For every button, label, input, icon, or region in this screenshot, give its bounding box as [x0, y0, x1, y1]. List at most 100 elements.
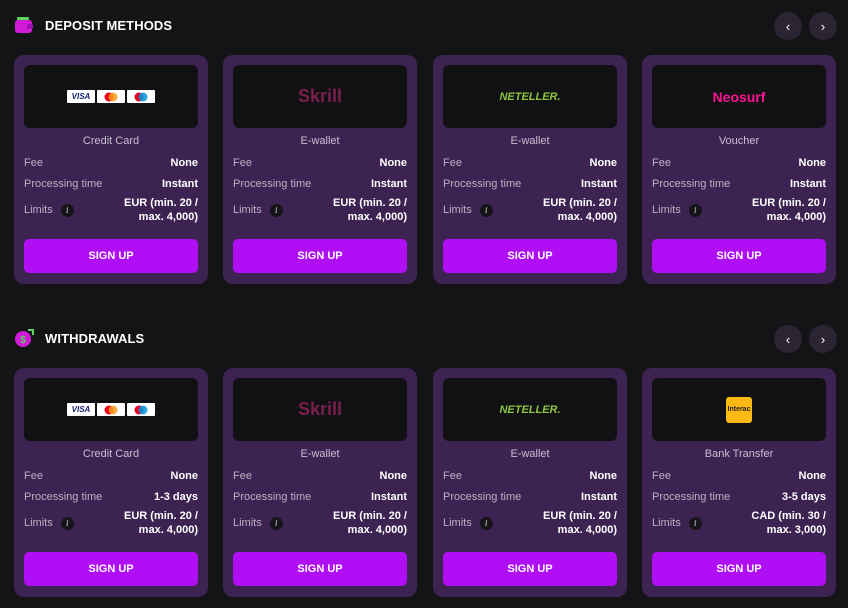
- limits-label: Limits: [233, 204, 262, 216]
- neteller-logo: NETELLER.: [499, 403, 561, 416]
- limits-line-2: max. 4,000): [138, 211, 198, 223]
- info-icon[interactable]: i: [479, 516, 493, 530]
- sign-up-button[interactable]: SIGN UP: [233, 239, 407, 273]
- sign-up-button[interactable]: SIGN UP: [652, 552, 826, 586]
- limits-line-1: EUR (min. 20 /: [124, 197, 198, 209]
- limits-line-1: EUR (min. 20 /: [333, 197, 407, 209]
- payment-method-card: NETELLER. E-wallet Fee None Processing ti…: [433, 368, 627, 597]
- prev-button[interactable]: ‹: [774, 12, 802, 40]
- sign-up-button[interactable]: SIGN UP: [233, 552, 407, 586]
- payment-method-card: Skrill E-wallet Fee None Processing time I…: [223, 368, 417, 597]
- processing-time-value: Instant: [580, 178, 617, 190]
- processing-time-label: Processing time: [652, 178, 731, 190]
- processing-time-value: Instant: [370, 178, 407, 190]
- wallet-icon: [14, 16, 34, 34]
- processing-time-label: Processing time: [24, 491, 103, 503]
- info-icon[interactable]: i: [688, 203, 702, 217]
- processing-time-value: 1-3 days: [153, 491, 198, 503]
- limits-value: EUR (min. 20 / max. 4,000): [333, 509, 407, 537]
- processing-time-value: Instant: [580, 491, 617, 503]
- money-bag-icon: $: [14, 329, 34, 347]
- neosurf-logo: Neosurf: [712, 88, 766, 105]
- method-type: Bank Transfer: [704, 448, 774, 460]
- fee-value: None: [589, 157, 618, 169]
- limits-label: Limits: [443, 517, 472, 529]
- section-title: WITHDRAWALS: [45, 330, 145, 346]
- logo-box: Skrill: [233, 65, 407, 128]
- processing-time-label: Processing time: [652, 491, 731, 503]
- payment-method-card: VISA Credit Card Fee None Processing time…: [14, 368, 208, 597]
- method-type: E-wallet: [510, 135, 550, 147]
- method-type: Credit Card: [82, 448, 140, 460]
- limits-label: Limits: [443, 204, 472, 216]
- payment-method-card: Interac Bank Transfer Fee None Processing…: [642, 368, 836, 597]
- limits-line-2: max. 4,000): [347, 524, 407, 536]
- payment-method-card: VISA Credit Card Fee None Processing time…: [14, 55, 208, 284]
- fee-value: None: [589, 470, 618, 482]
- card-brands-logo: VISA: [67, 403, 155, 416]
- limits-value: EUR (min. 20 / max. 4,000): [543, 509, 617, 537]
- fee-value: None: [170, 157, 199, 169]
- logo-box: VISA: [24, 65, 198, 128]
- logo-box: NETELLER.: [443, 378, 617, 441]
- limits-value: EUR (min. 20 / max. 4,000): [333, 196, 407, 224]
- limits-label: Limits: [652, 517, 681, 529]
- skrill-logo: Skrill: [297, 399, 343, 419]
- visa-logo: VISA: [67, 90, 95, 103]
- limits-value: EUR (min. 20 / max. 4,000): [543, 196, 617, 224]
- limits-line-1: EUR (min. 20 /: [752, 197, 826, 209]
- logo-box: VISA: [24, 378, 198, 441]
- sign-up-button[interactable]: SIGN UP: [443, 239, 617, 273]
- limits-line-1: CAD (min. 30 /: [751, 510, 826, 522]
- payment-method-card: Skrill E-wallet Fee None Processing time I…: [223, 55, 417, 284]
- limits-value: EUR (min. 20 / max. 4,000): [124, 196, 198, 224]
- sign-up-button[interactable]: SIGN UP: [24, 552, 198, 586]
- info-icon[interactable]: i: [269, 203, 283, 217]
- fee-value: None: [798, 470, 827, 482]
- method-type: E-wallet: [510, 448, 550, 460]
- info-icon[interactable]: i: [688, 516, 702, 530]
- next-button[interactable]: ›: [809, 325, 837, 353]
- limits-line-1: EUR (min. 20 /: [124, 510, 198, 522]
- neteller-logo: NETELLER.: [499, 90, 561, 103]
- sign-up-button[interactable]: SIGN UP: [652, 239, 826, 273]
- next-button[interactable]: ›: [809, 12, 837, 40]
- limits-label: Limits: [233, 517, 262, 529]
- mastercard-logo: [97, 403, 125, 416]
- fee-value: None: [798, 157, 827, 169]
- card-brands-logo: VISA: [67, 90, 155, 103]
- method-type: E-wallet: [300, 135, 340, 147]
- logo-box: Neosurf: [652, 65, 826, 128]
- processing-time-value: Instant: [370, 491, 407, 503]
- limits-value: EUR (min. 20 / max. 4,000): [752, 196, 826, 224]
- fee-label: Fee: [443, 470, 462, 482]
- info-icon[interactable]: i: [60, 516, 74, 530]
- processing-time-label: Processing time: [443, 178, 522, 190]
- mastercard-logo: [97, 90, 125, 103]
- limits-value: EUR (min. 20 / max. 4,000): [124, 509, 198, 537]
- interac-logo: Interac: [726, 396, 752, 423]
- limits-line-2: max. 4,000): [766, 211, 826, 223]
- fee-label: Fee: [233, 157, 252, 169]
- info-icon[interactable]: i: [479, 203, 493, 217]
- sign-up-button[interactable]: SIGN UP: [443, 552, 617, 586]
- fee-label: Fee: [24, 470, 43, 482]
- svg-text:$: $: [20, 335, 26, 346]
- processing-time-label: Processing time: [233, 491, 312, 503]
- logo-box: Skrill: [233, 378, 407, 441]
- limits-line-2: max. 4,000): [557, 211, 617, 223]
- fee-value: None: [379, 470, 408, 482]
- limits-label: Limits: [24, 517, 53, 529]
- sign-up-button[interactable]: SIGN UP: [24, 239, 198, 273]
- method-type: Credit Card: [82, 135, 140, 147]
- limits-line-1: EUR (min. 20 /: [543, 510, 617, 522]
- logo-box: Interac: [652, 378, 826, 441]
- prev-button[interactable]: ‹: [774, 325, 802, 353]
- method-type: Voucher: [718, 135, 760, 147]
- section-title: DEPOSIT METHODS: [45, 17, 173, 33]
- info-icon[interactable]: i: [269, 516, 283, 530]
- maestro-logo: [127, 90, 155, 103]
- limits-line-1: EUR (min. 20 /: [333, 510, 407, 522]
- payment-method-card: NETELLER. E-wallet Fee None Processing ti…: [433, 55, 627, 284]
- info-icon[interactable]: i: [60, 203, 74, 217]
